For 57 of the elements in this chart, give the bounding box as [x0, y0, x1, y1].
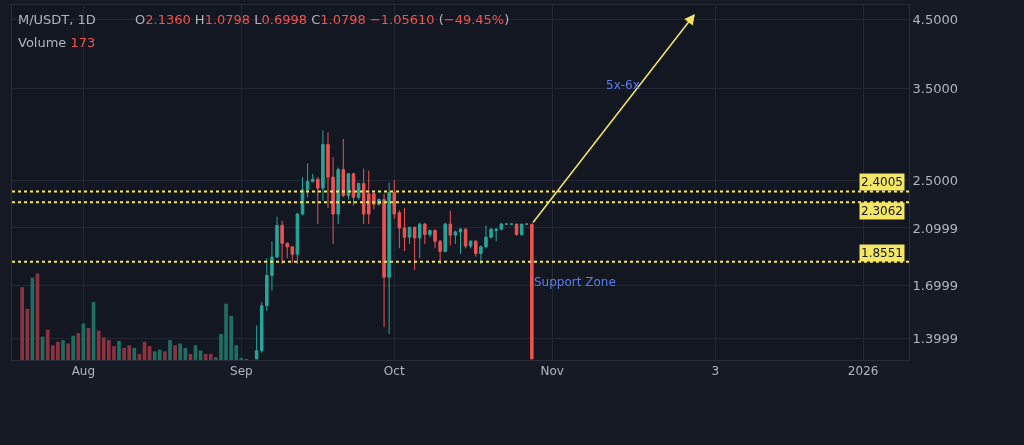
x-tick-label: Oct [383, 364, 405, 379]
bar [132, 347, 137, 360]
bar [117, 340, 121, 360]
candlestick [468, 239, 473, 249]
bar [71, 335, 75, 360]
bar [163, 351, 167, 360]
candlestick [321, 130, 325, 202]
candlestick [423, 222, 427, 245]
x-tick-label: 2026 [847, 364, 879, 379]
bar [178, 343, 183, 360]
candlestick [458, 227, 463, 255]
text: O2.1360 H1.0798 L0.6998 C1.0798 −1.05610 (−49.45%) [135, 12, 510, 27]
candlestick [443, 222, 447, 253]
ref-line-label: 2.4005 [861, 175, 903, 189]
candlestick [382, 193, 386, 328]
text: M/USDT, 1D [18, 12, 96, 27]
y-tick-label: 1.6999 [912, 278, 959, 294]
bar [208, 353, 213, 360]
candlestick [530, 223, 534, 360]
candlestick [407, 226, 412, 245]
x-tick-label: Nov [540, 364, 564, 379]
candlestick [387, 182, 391, 335]
candlestick [316, 176, 320, 225]
candlestick [402, 207, 407, 252]
annotation: Support Zone [534, 275, 616, 289]
x-tick-label: Sep [230, 364, 253, 379]
y-tick-label: 2.0999 [912, 220, 959, 236]
candlestick [336, 167, 340, 225]
candlestick [428, 228, 432, 238]
annotation: 5x-6x [606, 78, 640, 92]
candlestick [514, 223, 519, 237]
candlestick [346, 172, 351, 201]
y-tick-label: 4.5000 [912, 12, 959, 28]
ref-line-label: 2.3062 [861, 204, 903, 218]
candlestick [453, 230, 458, 245]
y-tick-label: 3.5000 [912, 80, 959, 96]
candlestick [519, 223, 524, 237]
candlestick [295, 212, 300, 265]
candlestick [474, 239, 478, 258]
bar [20, 287, 25, 360]
x-tick-label: Aug [71, 364, 96, 379]
bar [76, 333, 81, 360]
y-tick-label: 1.3999 [912, 331, 959, 347]
bar [157, 349, 162, 360]
bar [61, 340, 65, 360]
annotation: Volume 173 [18, 35, 96, 50]
x-tick-label: 3 [711, 364, 720, 379]
candlestick [463, 227, 468, 249]
bar [66, 343, 70, 360]
candlestick [417, 222, 422, 259]
y-tick-label: 2.5000 [912, 172, 959, 188]
bar [168, 340, 172, 360]
bar [173, 345, 177, 360]
ref-line-label: 1.8551 [861, 246, 903, 260]
candlestick [448, 210, 453, 246]
candlestick [412, 226, 417, 271]
candlestick [341, 138, 346, 198]
